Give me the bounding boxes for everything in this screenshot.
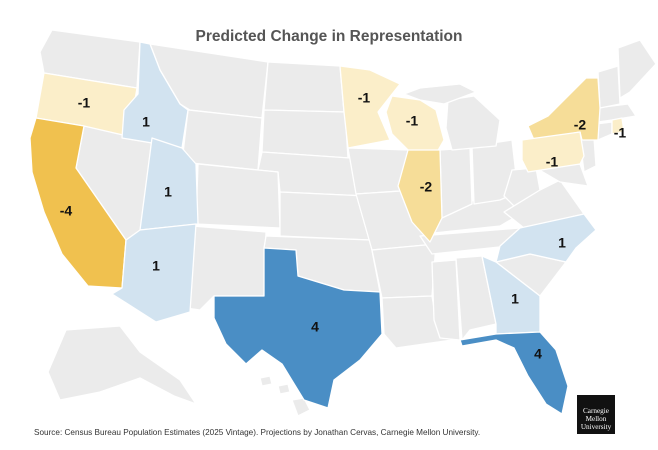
state-tx[interactable]	[213, 247, 383, 409]
label-az: 1	[152, 258, 160, 274]
label-ut: 1	[164, 184, 172, 200]
state-la[interactable]	[381, 295, 453, 349]
state-ut[interactable]	[139, 137, 199, 231]
logo-line-3: University	[580, 423, 612, 431]
changed-states	[29, 41, 625, 415]
label-il: -2	[420, 179, 433, 195]
label-ca: -4	[60, 203, 73, 219]
label-tx: 4	[311, 319, 319, 335]
state-az[interactable]	[111, 223, 197, 323]
state-pa[interactable]	[521, 131, 585, 173]
state-ar[interactable]	[371, 243, 437, 299]
state-ks[interactable]	[279, 191, 371, 241]
state-sd[interactable]	[261, 109, 349, 159]
cmu-logo: Carnegie Mellon University	[577, 395, 615, 434]
label-ga: 1	[511, 291, 519, 307]
state-hi-big[interactable]	[291, 397, 311, 417]
label-pa: -1	[546, 154, 559, 170]
state-ak[interactable]	[47, 325, 197, 405]
label-fl: 4	[534, 346, 542, 362]
state-fl[interactable]	[459, 331, 569, 415]
map-title: Predicted Change in Representation	[195, 28, 463, 45]
label-ny: -2	[574, 117, 587, 133]
state-me[interactable]	[617, 39, 657, 99]
state-nc[interactable]	[495, 213, 597, 263]
label-nc: 1	[558, 235, 566, 251]
state-ri[interactable]	[611, 117, 625, 135]
state-id[interactable]	[121, 41, 189, 149]
logo-line-1: Carnegie	[583, 407, 609, 415]
state-co[interactable]	[195, 163, 281, 229]
label-wi: -1	[406, 113, 419, 129]
state-il[interactable]	[397, 149, 443, 243]
state-ca[interactable]	[29, 117, 127, 289]
source-note: Source: Census Bureau Population Estimat…	[34, 428, 481, 437]
label-id: 1	[142, 114, 150, 130]
logo-line-2: Mellon	[585, 415, 607, 423]
state-hi-oahu[interactable]	[259, 375, 273, 387]
neutral-states	[39, 29, 657, 417]
state-labels: -1 1 -4 1 1 4 -1 -1 -2 -2 -1 -1 1 1 4	[60, 90, 627, 362]
label-ri: -1	[614, 125, 627, 141]
state-mn[interactable]	[339, 65, 401, 149]
state-hi-maui[interactable]	[277, 383, 291, 395]
label-or: -1	[78, 95, 91, 111]
state-ms[interactable]	[431, 259, 461, 341]
state-vt-nh[interactable]	[597, 65, 621, 109]
state-nd[interactable]	[263, 61, 345, 113]
state-va[interactable]	[503, 179, 585, 229]
label-mn: -1	[358, 90, 371, 106]
state-ny[interactable]	[527, 77, 601, 141]
state-mi[interactable]	[445, 95, 501, 151]
